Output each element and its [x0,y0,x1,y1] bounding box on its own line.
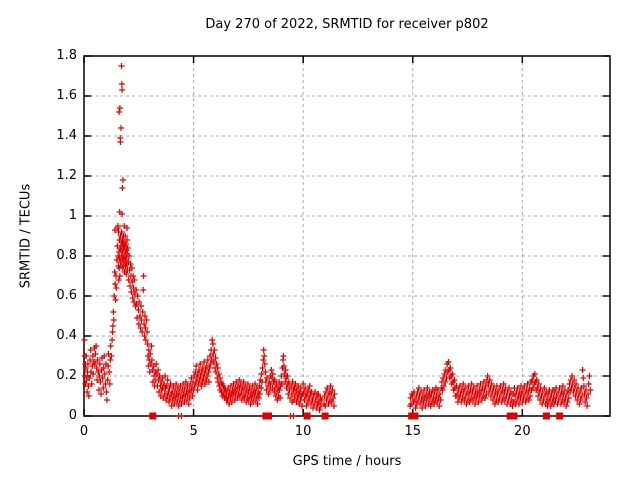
y-tick-label: 0.2 [56,368,77,383]
zero-cluster-marker [542,412,550,420]
zero-cluster-marker [510,412,518,420]
zero-cluster-marker [149,412,157,420]
zero-cluster-marker [411,412,419,420]
data-points [81,63,594,419]
y-tick-label: 1.2 [56,168,77,183]
zero-cluster-marker [556,412,564,420]
y-tick-label: 1.4 [56,128,77,143]
plot-border [83,55,611,417]
x-axis-label: GPS time / hours [292,454,402,469]
y-tick-label: 0.8 [56,248,77,263]
x-tick-label: 5 [189,424,198,439]
zero-cluster-marker [303,412,311,420]
chart-title: Day 270 of 2022, SRMTID for receiver p80… [205,17,489,32]
zero-cluster-marker [506,412,514,420]
y-tick-label: 1.6 [56,88,77,103]
x-tick-label: 15 [404,424,422,439]
y-axis-label: SRMTID / TECUs [18,183,34,289]
y-tick-label: 0 [68,408,77,423]
x-tick-label: 10 [294,424,312,439]
y-tick-label: 1.8 [56,48,77,63]
zero-cluster-marker [321,412,329,420]
x-tick-label: 0 [79,424,89,439]
y-tick-label: 1 [68,208,77,223]
zero-cluster-marker [265,412,273,420]
y-tick-label: 0.6 [56,288,77,303]
y-tick-label: 0.4 [56,328,77,343]
x-tick-label: 20 [514,424,531,439]
